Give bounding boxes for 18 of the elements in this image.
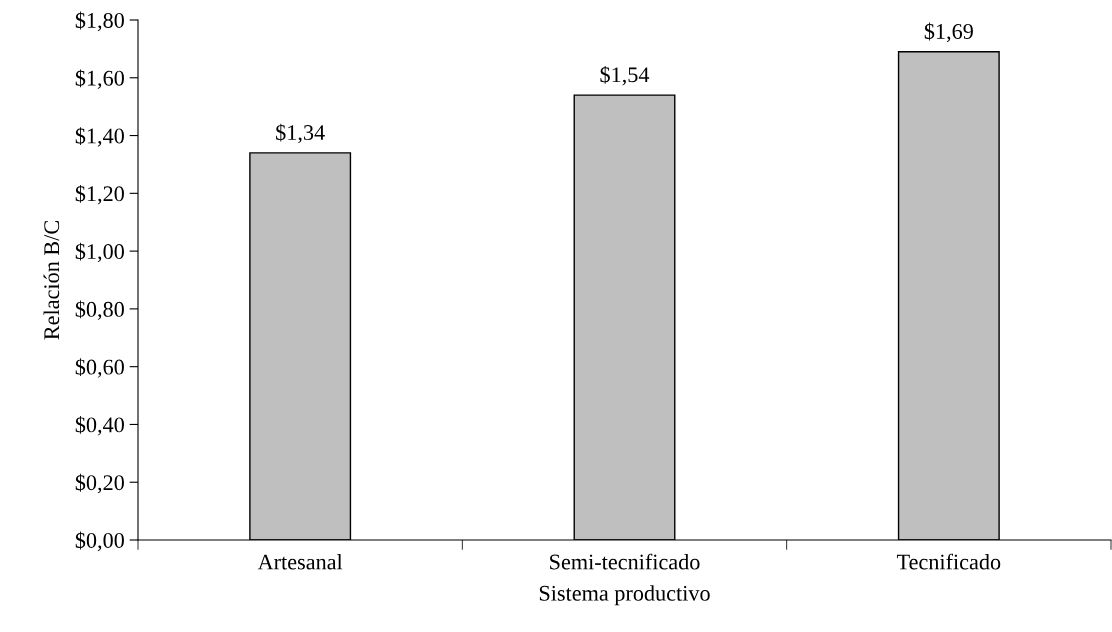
data-label: $1,34 — [276, 123, 325, 144]
y-tick-label: $0,00 — [75, 531, 124, 552]
x-tick-label: Artesanal — [257, 553, 343, 570]
x-tick-label: Tecnificado — [896, 553, 1001, 570]
x-tick-label: Semi-tecnificado — [550, 553, 700, 570]
y-tick-label: $1,40 — [75, 127, 124, 147]
y-axis-title: Relación B/C — [43, 221, 60, 340]
data-label: $1,54 — [600, 65, 650, 86]
y-tick-label: $1,80 — [75, 11, 124, 32]
y-tick-label: $0,60 — [75, 358, 124, 378]
y-tick-label: $0,40 — [75, 416, 124, 436]
y-tick-label: $0,20 — [75, 473, 124, 494]
data-label: $1,69 — [924, 22, 973, 43]
y-tick-label: $1,60 — [75, 69, 124, 89]
y-tick-label: $1,20 — [75, 184, 124, 205]
y-tick-label: $0,80 — [75, 300, 124, 321]
x-axis-title: Sistema productivo — [539, 585, 710, 606]
y-tick-label: $1,00 — [75, 242, 124, 263]
